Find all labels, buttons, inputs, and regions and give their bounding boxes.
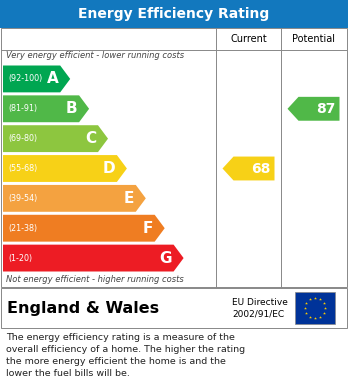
Text: Potential: Potential (292, 34, 335, 44)
Bar (0, 0, 348, 28)
Text: (69-80): (69-80) (8, 134, 37, 143)
Text: G: G (159, 251, 172, 265)
Polygon shape (3, 155, 127, 182)
Polygon shape (3, 185, 146, 212)
Text: F: F (142, 221, 153, 236)
Text: E: E (124, 191, 134, 206)
Text: (21-38): (21-38) (8, 224, 37, 233)
Text: D: D (102, 161, 115, 176)
Bar (1, 288, 347, 328)
Text: England & Wales: England & Wales (7, 301, 159, 316)
Text: (1-20): (1-20) (8, 254, 32, 263)
Text: 68: 68 (251, 161, 270, 176)
Text: The energy efficiency rating is a measure of the
overall efficiency of a home. T: The energy efficiency rating is a measur… (6, 333, 245, 378)
Polygon shape (3, 95, 89, 122)
Text: Energy Efficiency Rating: Energy Efficiency Rating (78, 7, 270, 21)
Text: (55-68): (55-68) (8, 164, 37, 173)
Text: (39-54): (39-54) (8, 194, 37, 203)
Text: Current: Current (230, 34, 267, 44)
Polygon shape (3, 66, 70, 92)
Polygon shape (222, 156, 275, 180)
Bar (1, 28, 347, 287)
Polygon shape (3, 215, 165, 242)
Text: A: A (46, 72, 58, 86)
Text: (81-91): (81-91) (8, 104, 37, 113)
Text: (92-100): (92-100) (8, 74, 42, 83)
Text: Very energy efficient - lower running costs: Very energy efficient - lower running co… (6, 52, 184, 61)
Text: 87: 87 (316, 102, 335, 116)
Text: C: C (85, 131, 96, 146)
Polygon shape (3, 125, 108, 152)
Text: EU Directive
2002/91/EC: EU Directive 2002/91/EC (232, 298, 288, 318)
Bar (295, 292, 335, 324)
Polygon shape (287, 97, 340, 121)
Text: Not energy efficient - higher running costs: Not energy efficient - higher running co… (6, 274, 184, 283)
Polygon shape (3, 245, 184, 271)
Text: B: B (65, 101, 77, 116)
